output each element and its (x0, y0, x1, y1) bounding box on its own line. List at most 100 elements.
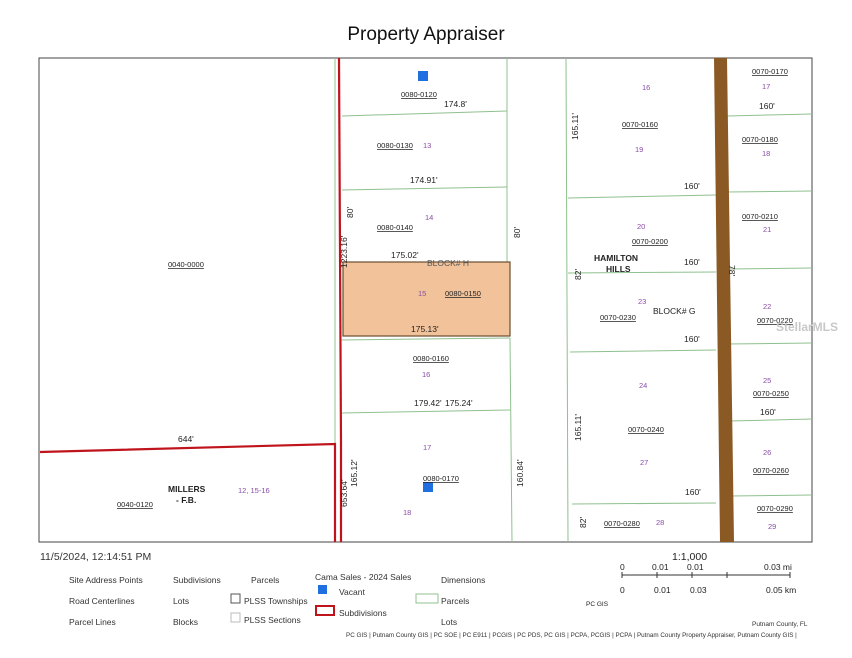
legend-dimensions: Dimensions (441, 575, 486, 585)
dimension: 175.24' (445, 398, 473, 408)
lot-number: 29 (768, 522, 776, 531)
lot-number: 14 (425, 213, 433, 222)
parcel-id: 0070-0210 (742, 212, 778, 221)
dimension: 82' (573, 269, 583, 280)
subdivision-label: HAMILTON (594, 253, 638, 263)
legend-parcels-header: Parcels (251, 575, 280, 585)
lot-number: 27 (640, 458, 648, 467)
legend-subdivisions: Subdivisions (173, 575, 221, 585)
parcel-id: 0080-0170 (423, 474, 459, 483)
parcel-id: 0080-0130 (377, 141, 413, 150)
parcel-id-labels: 0080-0120 0080-0130 0080-0140 0080-0150 … (117, 67, 793, 528)
dimension: 160' (684, 257, 700, 267)
page-title: Property Appraiser (347, 24, 505, 45)
dimension: 78' (727, 265, 737, 276)
scale-tick-km: 0.05 km (766, 585, 796, 595)
dimension: 165.12' (349, 459, 359, 487)
parcel-id: 0070-0230 (600, 313, 636, 322)
legend-sales-subdivisions: Subdivisions (339, 608, 387, 618)
legend-plss-sections: PLSS Sections (244, 615, 301, 625)
road-centerline (714, 58, 734, 542)
parcel-lines (334, 57, 813, 543)
dimension: 175.02' (391, 250, 419, 260)
dimension: 160.84' (515, 459, 525, 487)
parcel-id: 0070-0260 (753, 466, 789, 475)
lot-number: 26 (763, 448, 771, 457)
scale-tick-mi: 0.01 (687, 562, 704, 572)
scale-credit: PC GIS (586, 601, 609, 608)
parcel-id: 0070-0160 (622, 120, 658, 129)
subdivision-boundary (39, 57, 343, 542)
subdivision-label: HILLS (606, 264, 631, 274)
legend-vacant: Vacant (339, 587, 365, 597)
lot-number: 23 (638, 297, 646, 306)
plss-section-swatch (230, 612, 241, 623)
parcel-id: 0070-0180 (742, 135, 778, 144)
parcel-id: 0070-0240 (628, 425, 664, 434)
dimension: 653.64' (339, 479, 349, 507)
legend-parcels: Parcels (441, 596, 470, 606)
vacant-sale-marker[interactable] (423, 482, 433, 492)
lot-number: 24 (639, 381, 647, 390)
subject-parcel[interactable] (342, 261, 511, 337)
scalebar (621, 572, 791, 578)
scale-ratio: 1:1,000 (672, 551, 708, 563)
lot-number: 18 (762, 149, 770, 158)
lot-number: 18 (403, 508, 411, 517)
dimension: 160' (760, 407, 776, 417)
parcel-id: 0070-0290 (757, 504, 793, 513)
scale-tick-km: 0 (620, 585, 625, 595)
block-label: BLOCK# H (427, 258, 469, 268)
scale-tick-mi: 0.01 (652, 562, 669, 572)
parcel-id: 0080-0150 (445, 289, 481, 298)
lot-number: 16 (422, 370, 430, 379)
lot-number: 19 (635, 145, 643, 154)
vacant-sale-marker[interactable] (418, 71, 428, 81)
block-label: BLOCK# G (653, 306, 696, 316)
parcel-id: 0070-0250 (753, 389, 789, 398)
lot-labels: 13 14 15 17 17 19 18 20 21 23 22 24 25 2… (238, 82, 776, 531)
parcels-swatch (415, 593, 439, 604)
vacant-swatch (318, 585, 327, 594)
lot-number: 16 (642, 83, 650, 92)
scale-tick-mi: 0.03 mi (764, 562, 792, 572)
dimension: 160' (684, 334, 700, 344)
dimension: 165.11' (573, 414, 583, 441)
legend-plss-townships: PLSS Townships (244, 596, 308, 606)
block-labels: BLOCK# H BLOCK# G HAMILTON HILLS MILLERS… (168, 253, 696, 505)
lot-number: 28 (656, 518, 664, 527)
timestamp: 11/5/2024, 12:14:51 PM (40, 551, 152, 563)
parcel-id: 0040-0120 (117, 500, 153, 509)
dimension: 80' (512, 227, 522, 238)
lot-number: 12, 15-16 (238, 486, 270, 495)
dimension: 179.42' (414, 398, 442, 408)
attribution-sources: PC GIS | Putnam County GIS | PC SOE | PC… (346, 632, 797, 639)
legend-site-address: Site Address Points (69, 575, 143, 585)
subdivision-label: MILLERS (168, 484, 206, 494)
dimension: 174.91' (410, 175, 438, 185)
lot-number: 13 (423, 141, 431, 150)
subdivision-label: - F.B. (176, 495, 196, 505)
parcel-id: 0080-0140 (377, 223, 413, 232)
plss-township-swatch (230, 593, 241, 604)
parcel-id: 0080-0160 (413, 354, 449, 363)
dimension: 175.13' (411, 324, 439, 334)
legend-parcel-lines: Parcel Lines (69, 617, 116, 627)
watermark: StellarMLS (776, 320, 839, 334)
parcel-id: 0040-0000 (168, 260, 204, 269)
parcel-id: 0070-0220 (757, 316, 793, 325)
lot-number: 20 (637, 222, 645, 231)
scale-tick-mi: 0 (620, 562, 625, 572)
lot-number: 17 (762, 82, 770, 91)
legend-blocks: Blocks (173, 617, 199, 627)
legend-road-centerlines: Road Centerlines (69, 596, 135, 606)
lot-number: 17 (423, 443, 431, 452)
legend-sales-header: Cama Sales - 2024 Sales (315, 572, 412, 582)
dimension: 1223.16' (339, 235, 349, 268)
dimension: 160' (759, 101, 775, 111)
dimension: 174.8' (444, 99, 467, 109)
dimension: 644' (178, 434, 194, 444)
dimension: 160' (684, 181, 700, 191)
parcel-id: 0070-0170 (752, 67, 788, 76)
